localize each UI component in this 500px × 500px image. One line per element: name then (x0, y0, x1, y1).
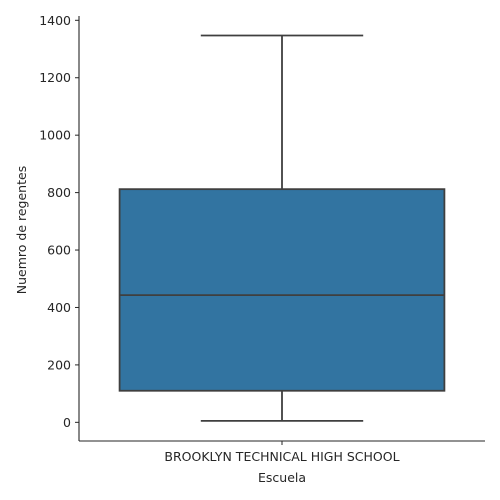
y-tick-label: 1400 (39, 13, 71, 28)
y-tick-label: 1200 (39, 70, 71, 85)
y-axis-label: Nuemro de regentes (14, 166, 29, 294)
y-tick-label: 400 (47, 300, 71, 315)
y-tick-label: 600 (47, 243, 71, 258)
plot-area (118, 34, 446, 422)
x-tick-label: BROOKLYN TECHNICAL HIGH SCHOOL (164, 449, 399, 464)
iqr-box (118, 188, 446, 392)
y-tick-label: 1000 (39, 128, 71, 143)
y-tick-label: 200 (47, 357, 71, 372)
x-axis-label: Escuela (258, 470, 306, 485)
y-tick-label: 800 (47, 185, 71, 200)
y-axis: 0 200 400 600 800 1000 1200 1400 (39, 13, 80, 441)
x-axis: BROOKLYN TECHNICAL HIGH SCHOOL (79, 440, 485, 464)
y-tick-label: 0 (63, 415, 71, 430)
